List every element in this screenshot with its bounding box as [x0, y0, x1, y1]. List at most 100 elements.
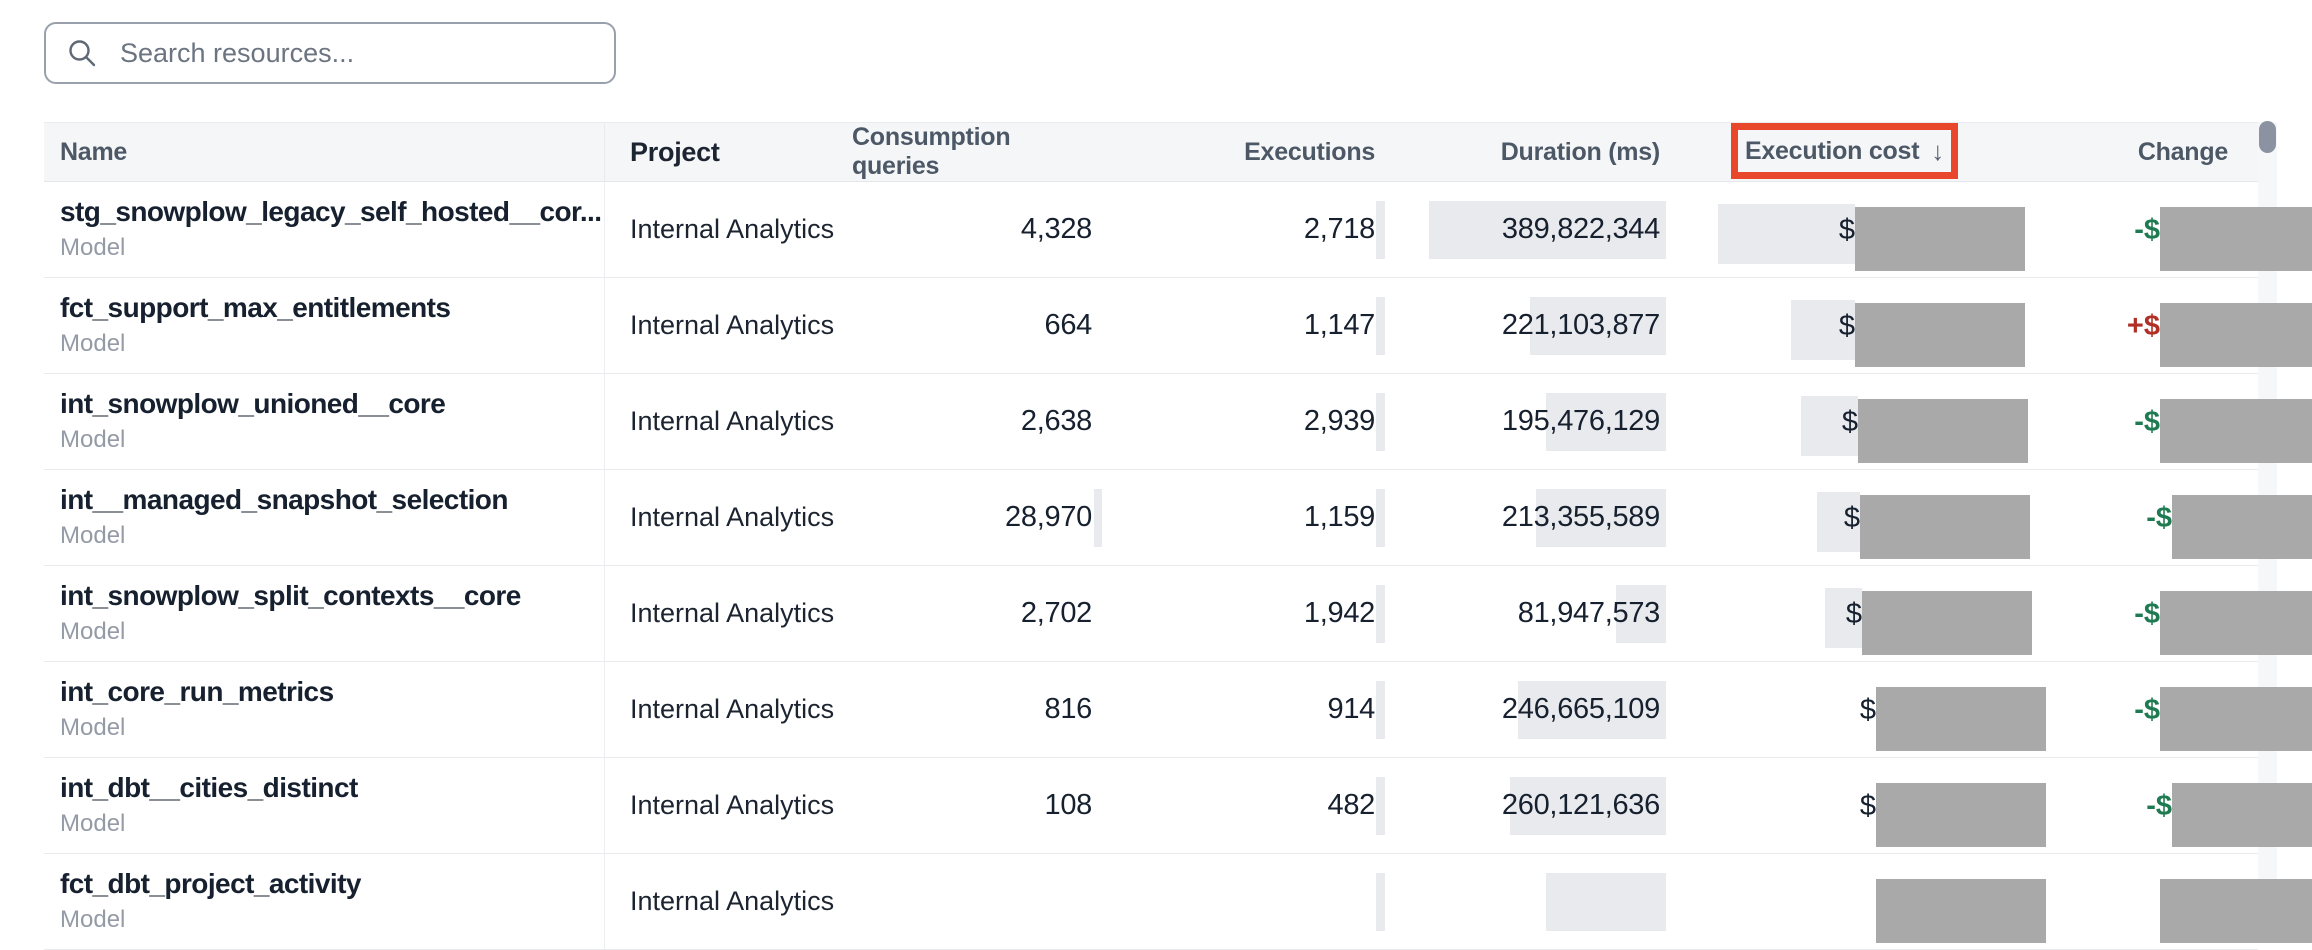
- header-gutter: [2230, 123, 2258, 181]
- cell-name: int__managed_snapshot_selection Model: [44, 470, 605, 565]
- cell-change: -$: [1960, 470, 2312, 565]
- execution-cost-redaction: [1876, 687, 2046, 751]
- cell-execution-cost: $: [1668, 662, 2046, 757]
- cell-execution-cost: $: [1668, 182, 2025, 277]
- cell-project: Internal Analytics: [605, 854, 852, 949]
- search-box[interactable]: [44, 22, 616, 84]
- cell-executions-value: 2,718: [1303, 213, 1375, 245]
- cell-duration: 389,822,344: [1387, 182, 1668, 277]
- cell-executions: 1,159: [1104, 470, 1387, 565]
- cell-consumption-queries: 28,970: [852, 470, 1104, 565]
- cell-duration: 213,355,589: [1387, 470, 1668, 565]
- column-header-consumption-queries[interactable]: Consumption queries: [852, 123, 1011, 180]
- cell-executions: 1,942: [1104, 566, 1387, 661]
- cell-duration-value: 195,476,129: [1501, 405, 1660, 437]
- cell-consumption-queries-value: 816: [1044, 693, 1092, 725]
- table-row[interactable]: int_snowplow_split_contexts__core Model In…: [44, 566, 2312, 662]
- cell-duration-value: 389,822,344: [1501, 213, 1660, 245]
- column-header-executions[interactable]: Executions: [1244, 137, 1375, 166]
- project-label: Internal Analytics: [630, 886, 835, 916]
- execution-cost-redaction: [1858, 399, 2028, 463]
- cell-name: stg_snowplow_legacy_self_hosted__cor... M…: [44, 182, 605, 277]
- column-header-change[interactable]: Change: [2137, 137, 2228, 166]
- cell-execution-cost: [1668, 854, 2046, 949]
- change-redaction: [2160, 879, 2312, 943]
- table-row[interactable]: int_core_run_metrics Model Internal Analyt…: [44, 662, 2312, 758]
- table-row[interactable]: fct_dbt_project_activity Model Internal An…: [44, 854, 2312, 950]
- column-header-project[interactable]: Project: [630, 136, 720, 167]
- duration-bar: [1536, 489, 1666, 547]
- resource-type: Model: [60, 522, 126, 549]
- executions-bar: [1376, 393, 1385, 451]
- resource-type: Model: [60, 426, 126, 453]
- cell-consumption-queries: 664: [852, 278, 1104, 373]
- project-label: Internal Analytics: [630, 598, 835, 628]
- cell-duration-value: 81,947,573: [1517, 597, 1661, 629]
- cell-consumption-queries: 816: [852, 662, 1104, 757]
- cell-change: -$: [1960, 662, 2312, 757]
- cell-executions: 914: [1104, 662, 1387, 757]
- change-redaction: [2160, 303, 2312, 367]
- table-row[interactable]: stg_snowplow_legacy_self_hosted__cor... M…: [44, 182, 2312, 278]
- cell-consumption-queries-value: 2,638: [1020, 405, 1092, 437]
- execution-cost-redaction: [1876, 783, 2046, 847]
- resource-type: Model: [60, 906, 126, 933]
- cell-duration-value: 221,103,877: [1501, 309, 1660, 341]
- duration-bar: [1616, 585, 1666, 643]
- search-icon: [69, 40, 96, 67]
- cell-consumption-queries-value: 664: [1044, 309, 1092, 341]
- change-redaction: [2160, 399, 2312, 463]
- cell-executions-value: 482: [1327, 789, 1375, 821]
- change-redaction: [2160, 687, 2312, 751]
- table-header-row: Name Project Consumption queries Executi…: [44, 122, 2258, 182]
- resource-name[interactable]: int_snowplow_split_contexts__core: [60, 580, 521, 611]
- project-label: Internal Analytics: [630, 214, 835, 244]
- cell-name: int_dbt__cities_distinct Model: [44, 758, 605, 853]
- execution-cost-currency: $: [1843, 501, 1860, 534]
- cell-change: -$: [1960, 758, 2312, 853]
- cell-execution-cost: $: [1668, 278, 2025, 373]
- change-redaction: [2160, 591, 2312, 655]
- executions-bar: [1376, 585, 1385, 643]
- resource-name[interactable]: int_dbt__cities_distinct: [60, 772, 358, 803]
- table-row[interactable]: int_dbt__cities_distinct Model Internal An…: [44, 758, 2312, 854]
- cell-duration: 246,665,109: [1387, 662, 1668, 757]
- resource-name[interactable]: fct_dbt_project_activity: [60, 868, 361, 899]
- cell-project: Internal Analytics: [605, 662, 852, 757]
- table-row[interactable]: fct_support_max_entitlements Model Interna…: [44, 278, 2312, 374]
- search-input[interactable]: [120, 37, 594, 69]
- duration-bar: [1530, 297, 1666, 355]
- cell-change: -$: [1960, 182, 2312, 277]
- sort-descending-icon: ↓: [1931, 135, 1945, 166]
- cell-duration: 260,121,636: [1387, 758, 1668, 853]
- table-row[interactable]: int__managed_snapshot_selection Model Inte…: [44, 470, 2312, 566]
- scrollbar-thumb[interactable]: [2259, 121, 2276, 153]
- resource-name[interactable]: fct_support_max_entitlements: [60, 292, 451, 323]
- column-header-execution-cost[interactable]: Execution cost ↓: [1668, 123, 1960, 181]
- cell-execution-cost: $: [1668, 470, 2030, 565]
- executions-bar: [1376, 297, 1385, 355]
- cell-duration-value: 246,665,109: [1501, 693, 1660, 725]
- cell-executions: 1,147: [1104, 278, 1387, 373]
- cell-consumption-queries-value: 4,328: [1020, 213, 1092, 245]
- resource-name[interactable]: int__managed_snapshot_selection: [60, 484, 508, 515]
- column-header-name[interactable]: Name: [44, 123, 605, 181]
- resource-name[interactable]: stg_snowplow_legacy_self_hosted__cor...: [60, 196, 602, 227]
- cell-duration: 221,103,877: [1387, 278, 1668, 373]
- column-header-execution-cost-label: Execution cost: [1744, 136, 1920, 165]
- resource-type: Model: [60, 714, 126, 741]
- column-header-duration[interactable]: Duration (ms): [1500, 137, 1661, 166]
- project-label: Internal Analytics: [630, 694, 835, 724]
- resource-name[interactable]: int_snowplow_unioned__core: [60, 388, 446, 419]
- execution-cost-currency: $: [1838, 309, 1855, 342]
- execution-cost-bar: [1817, 492, 1860, 552]
- cell-name: int_core_run_metrics Model: [44, 662, 605, 757]
- cell-executions-value: 2,939: [1303, 405, 1375, 437]
- cell-project: Internal Analytics: [605, 374, 852, 469]
- cell-name: fct_support_max_entitlements Model: [44, 278, 605, 373]
- cell-executions-value: 1,159: [1303, 501, 1375, 533]
- cell-executions: 2,939: [1104, 374, 1387, 469]
- change-redaction: [2172, 495, 2312, 559]
- resource-name[interactable]: int_core_run_metrics: [60, 676, 334, 707]
- table-row[interactable]: int_snowplow_unioned__core Model Internal …: [44, 374, 2312, 470]
